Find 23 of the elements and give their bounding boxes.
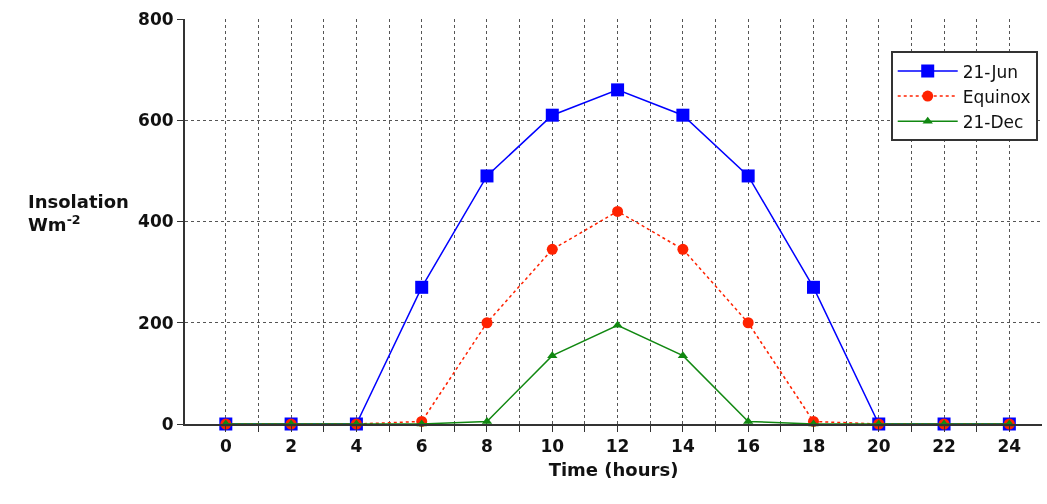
y-tick-label: 200 [138, 312, 174, 333]
x-tick-label: 22 [932, 436, 956, 457]
x-tick-label: 2 [285, 436, 298, 457]
x-tick-label: 4 [350, 436, 363, 457]
legend-label: Equinox [962, 86, 1031, 107]
x-tick-label: 24 [997, 436, 1022, 457]
x-tick-label: 16 [736, 436, 761, 457]
x-tick-label: 12 [605, 436, 630, 457]
x-tick-label: 0 [219, 436, 232, 457]
x-tick-label: 10 [540, 436, 565, 457]
x-tick-label: 6 [415, 436, 428, 457]
y-tick-label: 400 [138, 211, 174, 232]
legend-label: 21-Jun [962, 61, 1018, 82]
y-tick-label: 600 [138, 110, 174, 131]
y-tick-label: 800 [138, 8, 174, 29]
x-axis-title: Time (hours) [548, 459, 679, 480]
x-tick-label: 8 [481, 436, 493, 457]
x-tick-label: 20 [866, 436, 891, 457]
legend-label: 21-Dec [962, 111, 1024, 132]
x-tick-label: 14 [671, 436, 695, 457]
x-tick-label: 18 [801, 436, 826, 457]
y-tick-label: 0 [161, 413, 174, 434]
y-axis-title: Insolation Wm$^{-2}$ [28, 191, 129, 236]
